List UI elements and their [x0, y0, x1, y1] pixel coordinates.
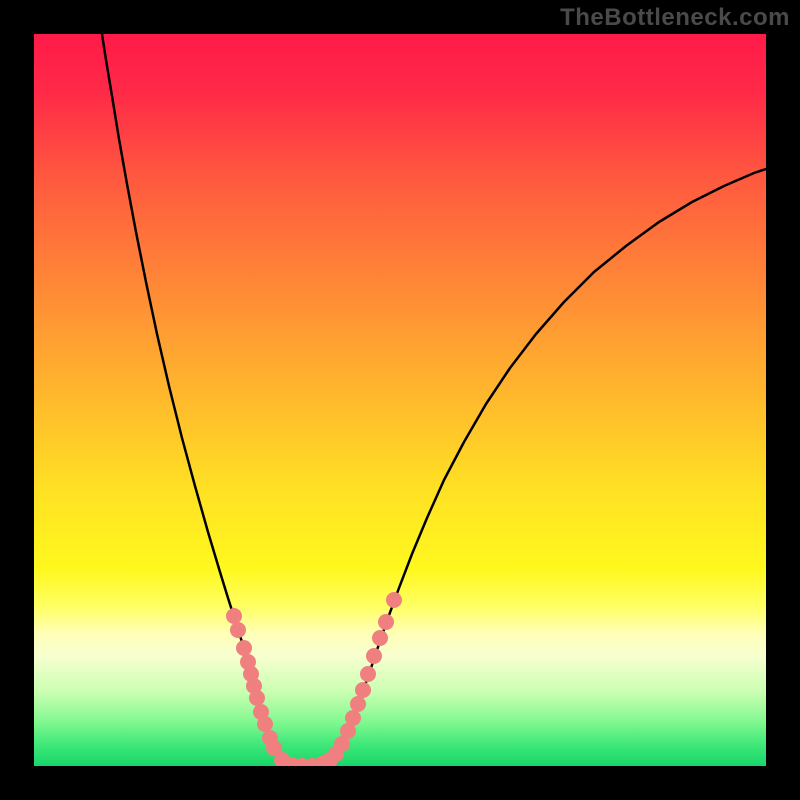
marker-dot	[249, 690, 265, 706]
marker-dot	[236, 640, 252, 656]
marker-dot	[360, 666, 376, 682]
marker-dot	[257, 716, 273, 732]
watermark-text: TheBottleneck.com	[560, 4, 790, 32]
marker-dot	[372, 630, 388, 646]
marker-dot	[355, 682, 371, 698]
marker-dot	[345, 710, 361, 726]
marker-group	[226, 592, 402, 766]
marker-dot	[350, 696, 366, 712]
plot-area	[34, 34, 766, 766]
bottleneck-curve	[102, 34, 766, 766]
marker-dot	[386, 592, 402, 608]
marker-dot	[226, 608, 242, 624]
marker-dot	[378, 614, 394, 630]
curve-layer	[34, 34, 766, 766]
marker-dot	[230, 622, 246, 638]
marker-dot	[366, 648, 382, 664]
